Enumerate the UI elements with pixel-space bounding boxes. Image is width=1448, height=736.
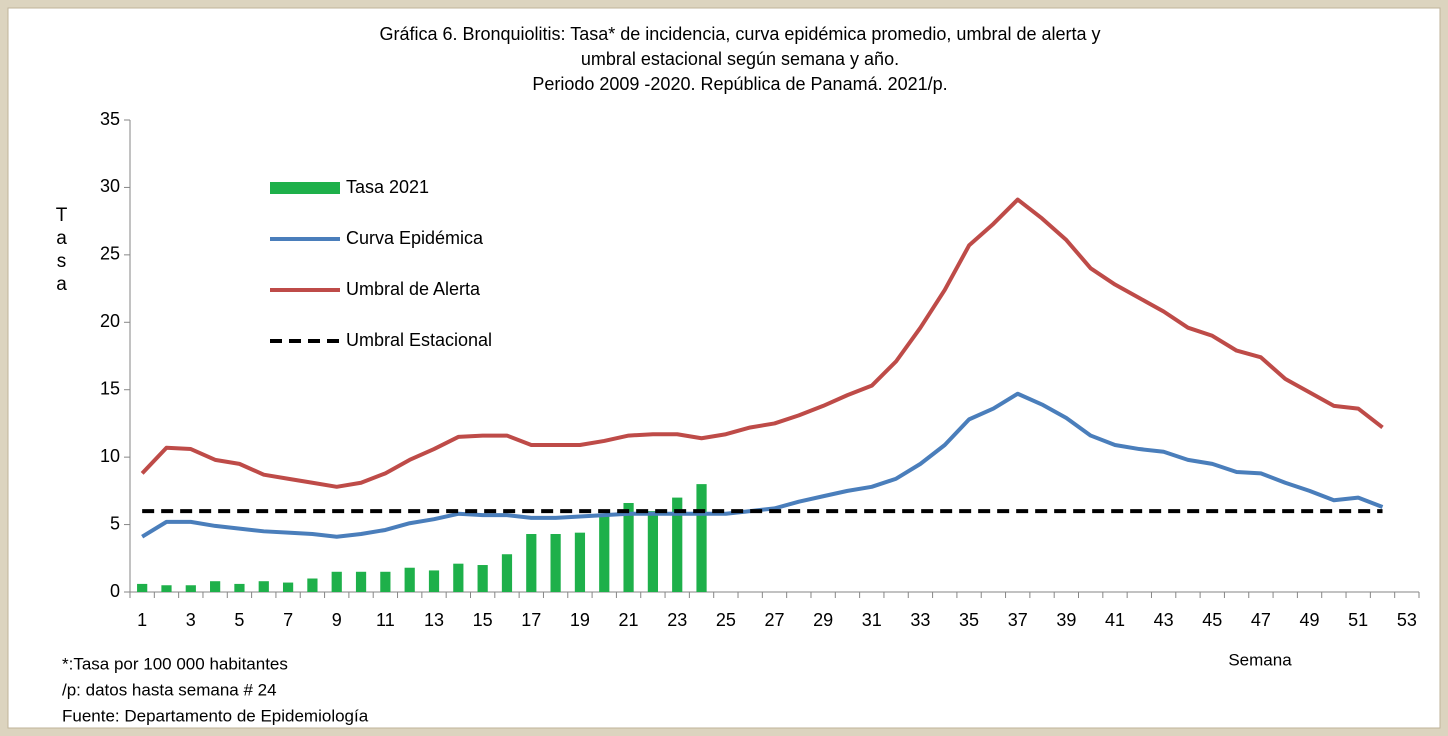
x-tick-label: 33 (910, 610, 930, 630)
x-tick-label: 27 (764, 610, 784, 630)
chart-title: umbral estacional según semana y año. (581, 49, 899, 69)
bar (453, 563, 464, 592)
x-tick-label: 7 (283, 610, 293, 630)
bar (404, 567, 415, 592)
x-tick-label: 3 (186, 610, 196, 630)
x-tick-label: 45 (1202, 610, 1222, 630)
y-axis-title: Tasa (51, 205, 72, 297)
y-tick-label: 5 (110, 513, 120, 533)
x-tick-label: 25 (716, 610, 736, 630)
bar (258, 581, 269, 592)
bar (210, 581, 221, 592)
bar (574, 532, 586, 592)
x-tick-label: 13 (424, 610, 444, 630)
bar (428, 570, 440, 592)
x-tick-label: 1 (137, 610, 147, 630)
bar (331, 571, 342, 592)
x-tick-label: 29 (813, 610, 833, 630)
x-tick-label: 17 (521, 610, 541, 630)
x-tick-label: 53 (1397, 610, 1417, 630)
bar (234, 583, 245, 592)
x-tick-label: 39 (1056, 610, 1076, 630)
legend-swatch (270, 182, 340, 194)
bar (307, 578, 318, 592)
bar (477, 565, 488, 592)
chart-title: Gráfica 6. Bronquiolitis: Tasa* de incid… (379, 24, 1100, 44)
x-tick-label: 47 (1251, 610, 1271, 630)
bar (599, 516, 610, 592)
x-tick-label: 35 (959, 610, 979, 630)
chart-frame (7, 7, 1441, 729)
bar (282, 582, 294, 592)
chart-title: Periodo 2009 -2020. República de Panamá.… (532, 74, 947, 94)
legend-label: Tasa 2021 (346, 177, 429, 197)
y-tick-label: 25 (100, 244, 120, 264)
bar (696, 484, 707, 592)
x-tick-label: 21 (619, 610, 639, 630)
bar (137, 583, 148, 592)
y-tick-label: 30 (100, 176, 120, 196)
x-tick-label: 23 (667, 610, 687, 630)
line (140, 197, 1384, 489)
bar (380, 571, 391, 592)
x-tick-label: 5 (234, 610, 244, 630)
y-tick-label: 20 (100, 311, 120, 331)
legend-label: Umbral Estacional (346, 330, 492, 350)
line (141, 391, 1384, 539)
footnote: Fuente: Departamento de Epidemiología (62, 706, 369, 725)
x-tick-label: 9 (332, 610, 342, 630)
x-tick-label: 11 (376, 610, 395, 630)
footnote: *:Tasa por 100 000 habitantes (62, 654, 288, 673)
x-tick-label: 19 (570, 610, 590, 630)
bar (550, 534, 561, 592)
legend-label: Curva Epidémica (346, 228, 484, 248)
x-tick-label: 51 (1348, 610, 1368, 630)
bar (185, 585, 196, 592)
bar (672, 497, 683, 592)
bar (501, 554, 513, 592)
x-tick-label: 41 (1105, 610, 1125, 630)
y-tick-label: 0 (110, 581, 120, 601)
x-axis-title: Semana (1228, 650, 1292, 669)
bar (161, 585, 172, 592)
legend-label: Umbral de Alerta (346, 279, 481, 299)
y-tick-label: 10 (100, 446, 120, 466)
x-tick-label: 37 (1008, 610, 1028, 630)
x-tick-label: 49 (1300, 610, 1320, 630)
x-tick-label: 43 (1154, 610, 1174, 630)
y-tick-label: 35 (100, 109, 120, 129)
x-tick-label: 15 (473, 610, 493, 630)
y-tick-label: 15 (100, 378, 120, 398)
bar (355, 571, 367, 592)
x-tick-label: 31 (862, 610, 882, 630)
bar (623, 502, 634, 592)
bar (526, 534, 537, 592)
footnote: /p: datos hasta semana # 24 (62, 680, 277, 699)
bar (647, 511, 659, 592)
